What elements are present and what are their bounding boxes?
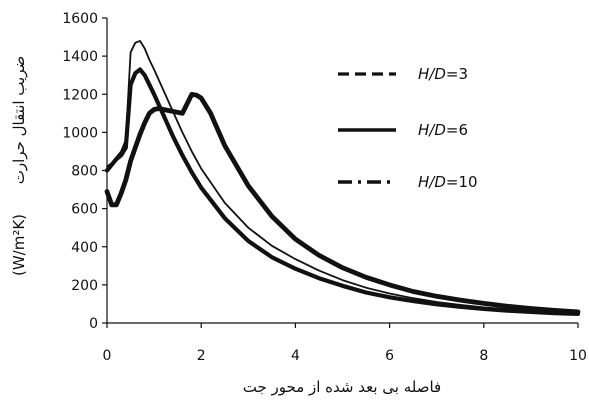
x-tick-label: 0 [103, 348, 112, 364]
legend-label-italic: H/D [418, 173, 446, 191]
y-axis-label: ضریب انتقال حرارت [10, 56, 28, 184]
legend-label-2: H/D=6 [418, 121, 468, 139]
x-tick-label: 8 [479, 348, 488, 364]
y-tick-label: 0 [89, 316, 98, 332]
x-tick-label: 10 [569, 348, 587, 364]
legend: H/D=3H/D=6H/D=10 [338, 65, 478, 191]
legend-label-3: H/D=10 [418, 173, 478, 191]
series-line-3 [104, 91, 581, 315]
legend-label-suffix: =10 [446, 173, 478, 191]
x-axis-label: فاصله بی بعد شده از محور جت [243, 378, 441, 396]
legend-label-italic: H/D [418, 65, 446, 83]
legend-label-suffix: =6 [446, 121, 468, 139]
axes: 0 200 400 600 800 1000 1200 1400 1600 0 2 4 6 8 10 [62, 11, 587, 364]
legend-label-suffix: =3 [446, 65, 468, 83]
x-tick-label: 4 [291, 348, 300, 364]
y-tick-label: 1200 [62, 87, 98, 103]
series-line-1 [106, 40, 579, 315]
y-tick-label: 400 [71, 240, 98, 256]
series-lines [104, 40, 581, 316]
y-tick-label: 200 [71, 278, 98, 294]
y-axis-label-group: ضریب انتقال حرارت (W/m²K) [10, 56, 28, 276]
y-tick-label: 1600 [62, 11, 98, 27]
x-tick-label: 2 [197, 348, 206, 364]
legend-label-italic: H/D [418, 121, 446, 139]
y-tick-label: 1400 [62, 49, 98, 65]
x-tick-label: 6 [385, 348, 394, 364]
y-tick-label: 600 [71, 202, 98, 218]
series-line-2 [104, 67, 581, 316]
y-tick-label: 800 [71, 164, 98, 180]
y-axis-unit-label: (W/m²K) [10, 214, 28, 276]
y-tick-label: 1000 [62, 125, 98, 141]
legend-label-1: H/D=3 [418, 65, 468, 83]
